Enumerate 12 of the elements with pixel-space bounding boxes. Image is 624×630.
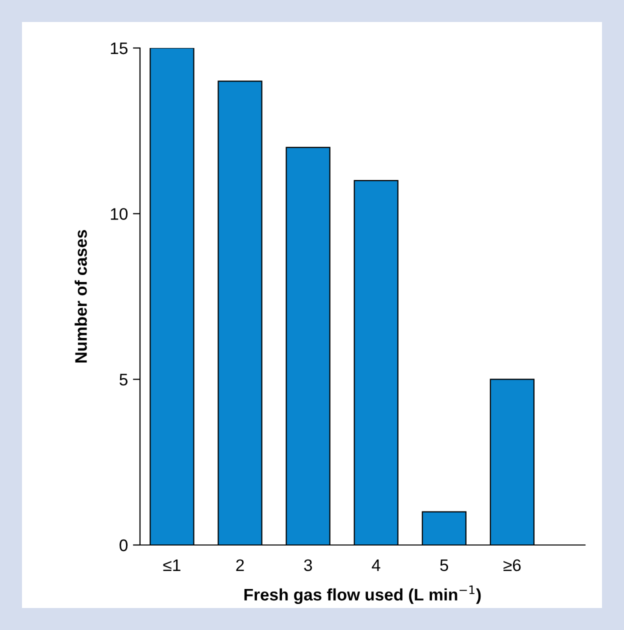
y-tick-label: 5 <box>120 374 128 386</box>
x-tick-label: 5 <box>440 560 448 572</box>
x-tick-label: 2 <box>236 559 244 571</box>
x-tick-label: 4 <box>372 560 380 571</box>
y-tick-label: 15 <box>110 42 128 54</box>
x-tick-label: ≥6 <box>504 559 521 572</box>
x-tick-label: ≤1 <box>163 560 180 571</box>
y-tick-label: 10 <box>110 208 128 220</box>
x-tick-label: 3 <box>304 559 312 572</box>
x-axis-title: Fresh gas flow used (L min$^{−1}$) <box>244 586 481 604</box>
y-axis-title: Number of cases <box>74 230 87 363</box>
y-tick-label: 0 <box>120 539 128 552</box>
